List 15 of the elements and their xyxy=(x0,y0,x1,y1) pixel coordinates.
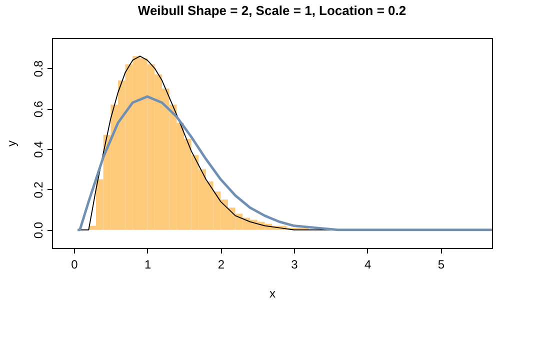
x-tick-label: 1 xyxy=(144,258,152,272)
x-tick-label: 2 xyxy=(218,258,225,272)
y-axis-title: y xyxy=(4,140,18,146)
x-tick-label: 0 xyxy=(71,258,78,272)
x-axis-title: x xyxy=(270,286,276,300)
x-tick-label: 3 xyxy=(291,258,298,272)
y-tick-label: 0.2 xyxy=(32,181,46,198)
x-tick-label: 5 xyxy=(438,258,445,272)
chart-title: Weibull Shape = 2, Scale = 1, Location = 0.2 xyxy=(138,3,406,18)
x-tick-label: 4 xyxy=(364,258,372,272)
y-tick-label: 0.0 xyxy=(32,222,46,239)
y-tick-label: 0.8 xyxy=(32,60,46,78)
y-tick-label: 0.6 xyxy=(32,100,46,118)
y-tick-label: 0.4 xyxy=(32,140,46,158)
line-series xyxy=(76,95,492,232)
